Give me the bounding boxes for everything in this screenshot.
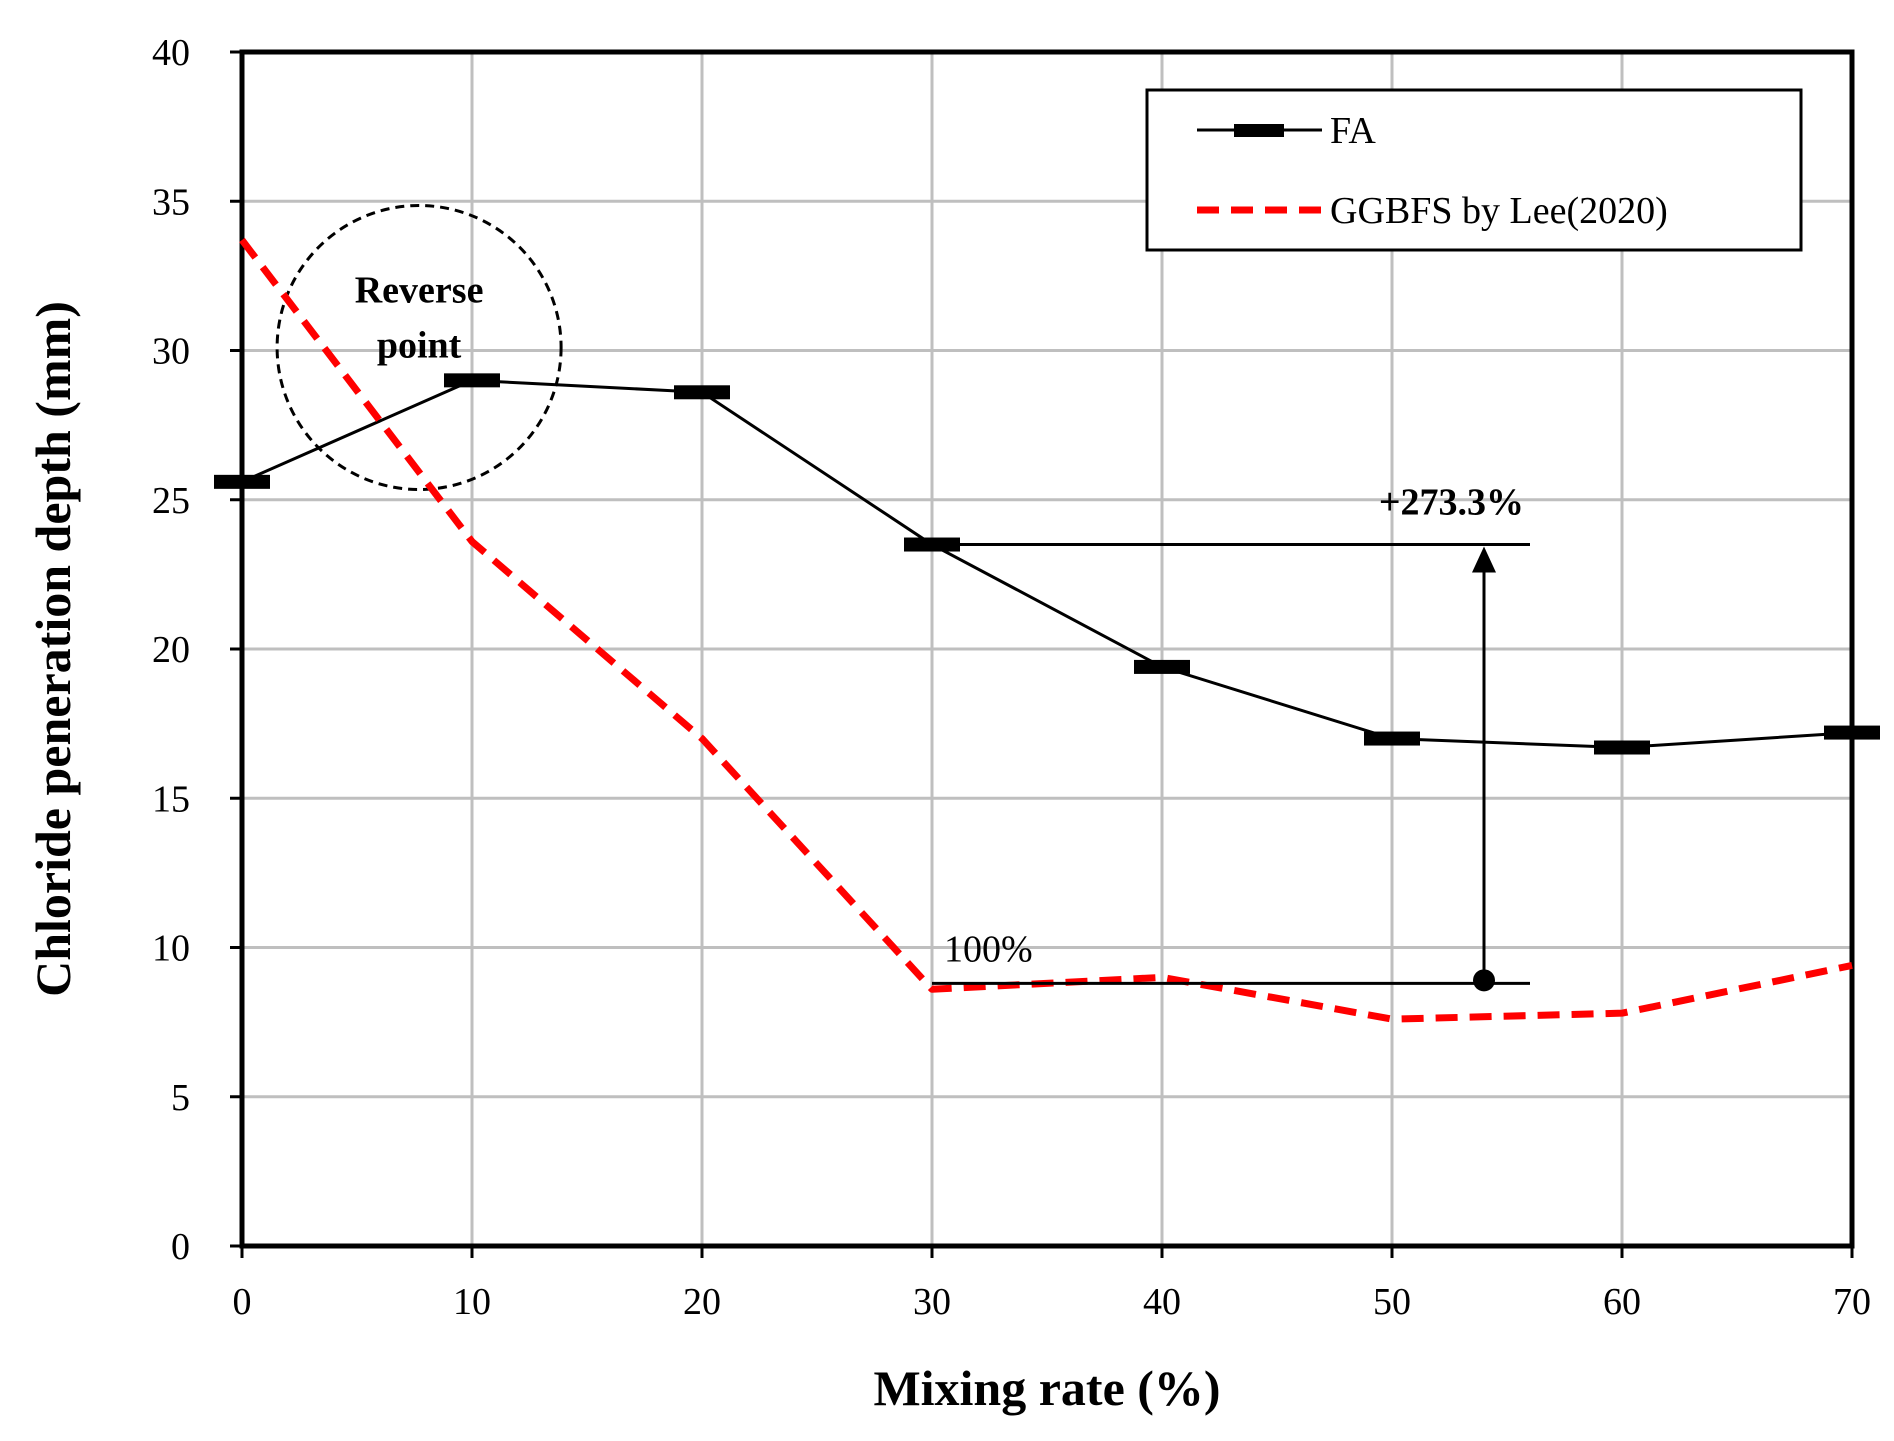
reverse-point-label-line1: Reverse [355, 270, 484, 312]
x-tick-label: 60 [1603, 1281, 1641, 1323]
fa-data-point [1594, 740, 1650, 755]
fa-data-point [1364, 731, 1420, 746]
legend: FA GGBFS by Lee(2020) [1145, 88, 1803, 252]
x-tick-label: 20 [683, 1281, 721, 1323]
fa-data-point [1134, 659, 1190, 674]
increase-arrow-origin [1473, 969, 1495, 992]
reverse-point-circle [275, 204, 563, 492]
fa-data-point [674, 385, 730, 400]
y-tick-label: 0 [171, 1226, 190, 1268]
fa-data-point [444, 373, 500, 388]
fa-data-point [214, 474, 270, 489]
y-tick-label: 40 [152, 32, 190, 74]
y-tick-label: 15 [152, 778, 190, 820]
baseline-label: 100% [944, 928, 1033, 970]
y-tick-label: 5 [171, 1077, 190, 1119]
legend-label-fa: FA [1330, 110, 1376, 152]
y-tick-label: 35 [152, 181, 190, 223]
x-tick-label: 40 [1143, 1281, 1181, 1323]
increase-label: +273.3% [1379, 482, 1524, 524]
x-tick-label: 50 [1373, 1281, 1411, 1323]
legend-box [1145, 88, 1803, 252]
y-axis-title: Chloride peneration depth (mm) [25, 301, 81, 997]
y-tick-label: 30 [152, 331, 190, 373]
y-tick-label: 20 [152, 629, 190, 671]
x-tick-label: 30 [913, 1281, 951, 1323]
x-tick-label: 10 [453, 1281, 491, 1323]
legend-label-ggbfs: GGBFS by Lee(2020) [1330, 190, 1668, 232]
y-tick-label: 25 [152, 480, 190, 522]
x-tick-label: 0 [233, 1281, 252, 1323]
legend-marker-fa [1234, 124, 1284, 137]
series-line-fa [241, 378, 1853, 750]
fa-data-point [1824, 725, 1880, 740]
y-tick-label: 10 [152, 928, 190, 970]
reverse-point-label-line2: point [377, 325, 462, 367]
increase-arrow-head [1472, 546, 1496, 573]
series-line-ggbfs [239, 237, 1853, 1023]
x-axis-title: Mixing rate (%) [873, 1360, 1220, 1416]
x-tick-label: 70 [1833, 1281, 1871, 1323]
